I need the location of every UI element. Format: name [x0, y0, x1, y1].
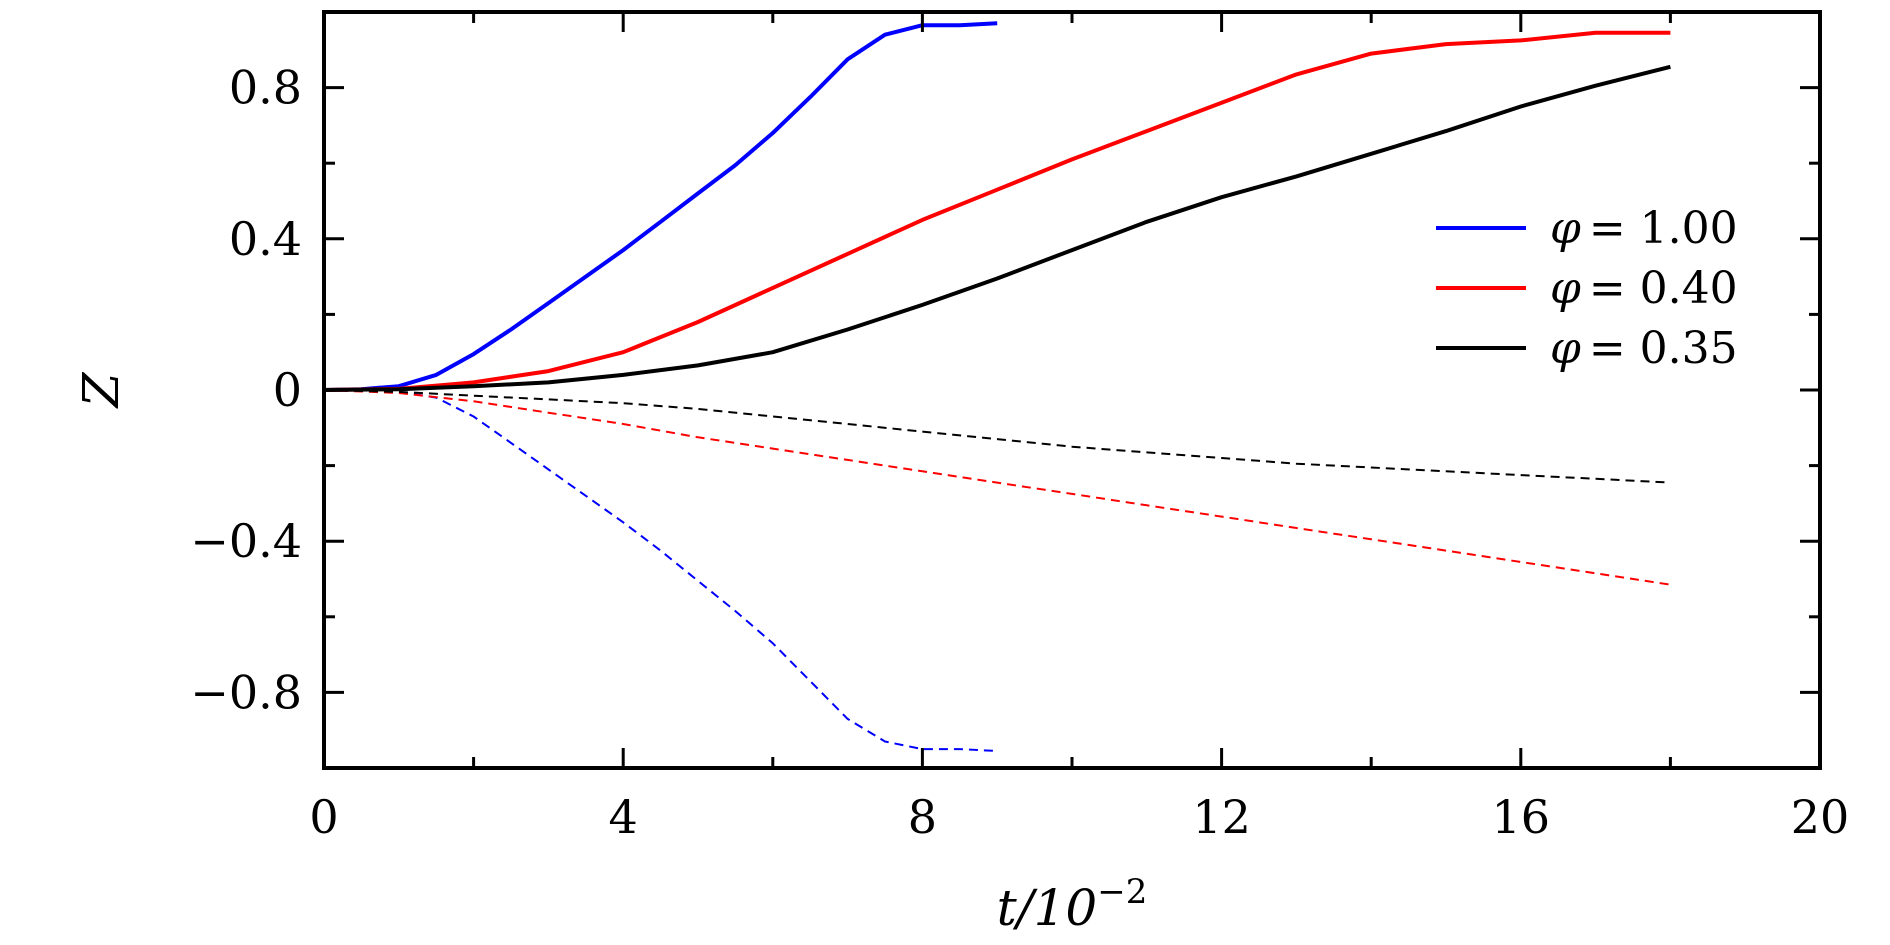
y-tick-label-1: 0.4 — [229, 212, 302, 266]
legend: φ = 1.00φ = 0.40φ = 0.35 — [1436, 203, 1738, 374]
legend-value-2: = 0.35 — [1589, 323, 1738, 374]
legend-item-1: φ = 0.40 — [1436, 263, 1738, 314]
y-tick-label-0: 0.8 — [229, 61, 302, 115]
y-tick-label-4: −0.8 — [190, 665, 302, 719]
x-tick-label-4: 16 — [1492, 790, 1551, 844]
x-tick-label-1: 4 — [609, 790, 638, 844]
x-axis-label: t/10−2 — [997, 872, 1148, 937]
series-line-3-dashed — [323, 389, 1671, 586]
legend-value-0: = 1.00 — [1589, 203, 1738, 254]
legend-symbol-1: φ — [1550, 263, 1581, 314]
legend-item-0: φ = 1.00 — [1436, 203, 1738, 254]
tick-labels-layer: 0 4 8 12 16 20 0.8 0.4 0 −0.4 −0.8 — [190, 61, 1849, 844]
x-tick-label-5: 20 — [1791, 790, 1850, 844]
y-axis-label: Z — [72, 371, 130, 409]
series-line-2-solid — [323, 30, 1671, 392]
x-tick-label-2: 8 — [908, 790, 937, 844]
series-line-5-dashed — [323, 389, 1671, 484]
y-tick-label-2: 0 — [273, 363, 302, 417]
legend-symbol-2: φ — [1550, 323, 1581, 374]
y-tick-label-3: −0.4 — [190, 514, 302, 568]
series-line-4-solid — [323, 64, 1671, 392]
legend-value-1: = 0.40 — [1589, 263, 1738, 314]
x-tick-label-0: 0 — [309, 790, 338, 844]
series-layer — [323, 21, 1671, 752]
x-axis-label-exponent: −2 — [1097, 872, 1147, 912]
legend-symbol-0: φ — [1550, 203, 1581, 254]
x-axis-label-base: t/10 — [997, 879, 1098, 937]
series-line-0-solid — [323, 21, 998, 392]
legend-label-2: φ = 0.35 — [1550, 323, 1738, 374]
legend-label-1: φ = 0.40 — [1550, 263, 1738, 314]
legend-item-2: φ = 0.35 — [1436, 323, 1738, 374]
legend-label-0: φ = 1.00 — [1550, 203, 1738, 254]
x-tick-label-3: 12 — [1192, 790, 1251, 844]
plot-frame — [322, 10, 1822, 770]
